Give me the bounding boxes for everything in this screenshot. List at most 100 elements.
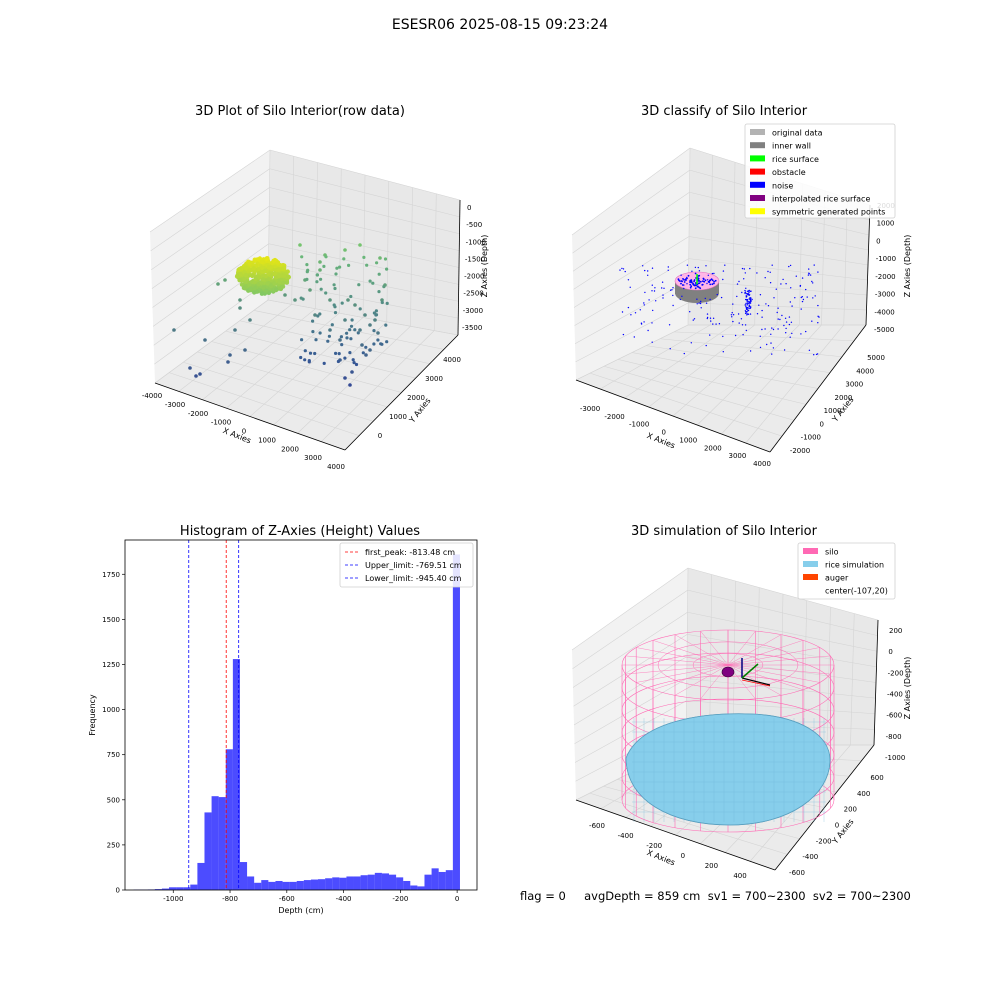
sim-y-tick: -200 [816, 837, 832, 845]
sim-x-tick: -600 [589, 822, 605, 830]
classify-noise-point [698, 280, 700, 282]
sim-center-marker [722, 667, 734, 677]
classify-noise-point [712, 273, 713, 274]
raw-point [385, 268, 388, 271]
raw-point [188, 366, 192, 370]
histogram-y-tick: 250 [107, 841, 120, 849]
classify-noise-point [694, 318, 695, 319]
classify-noise-point [662, 282, 663, 283]
classify-noise-point [711, 278, 713, 280]
histogram-bar [183, 887, 190, 890]
raw-point [337, 360, 340, 363]
raw-point [350, 325, 353, 328]
histogram-bar [169, 887, 176, 890]
classify-legend-swatch [750, 182, 765, 188]
raw-point [371, 282, 374, 285]
classify-noise-point [652, 310, 653, 311]
raw-point [322, 265, 325, 268]
raw-point [194, 374, 198, 378]
raw-point [328, 298, 332, 302]
classify-noise-point [635, 312, 636, 313]
classify-noise-point [808, 268, 809, 269]
classify-noise-point [744, 292, 745, 293]
classify-noise-point [770, 342, 771, 343]
classify-noise-point [724, 265, 725, 266]
histogram-bar [212, 796, 219, 890]
classify-noise-point [748, 310, 749, 311]
sim-legend-label: rice simulation [825, 561, 884, 570]
classify-noise-point [672, 287, 673, 288]
histogram-y-tick: 1750 [102, 571, 120, 579]
raw-point [253, 286, 257, 290]
classify-noise-point [742, 334, 743, 335]
sim-z-tick: -600 [886, 712, 902, 720]
histogram-bar [361, 875, 368, 890]
raw-point [334, 311, 337, 314]
raw-x-tick: 4000 [327, 463, 345, 471]
raw-y-tick: 1000 [389, 413, 407, 421]
classify-noise-point [760, 347, 761, 348]
classify-noise-point [732, 321, 733, 322]
histogram-bar [332, 877, 339, 890]
raw-point [282, 273, 286, 277]
raw-point [324, 291, 327, 294]
classify-noise-point [741, 292, 742, 293]
classify-noise-point [749, 268, 750, 269]
raw-point [372, 329, 375, 332]
classify-noise-point [663, 288, 664, 289]
classify-noise-point [746, 293, 747, 294]
histogram-bar [396, 877, 403, 890]
raw-point [269, 284, 273, 288]
classify-noise-point [767, 271, 768, 272]
sim-legend-swatch [803, 548, 818, 554]
raw-x-tick: -3000 [165, 401, 185, 409]
classify-noise-point [709, 299, 710, 300]
raw-point [378, 256, 382, 260]
histogram-bar [311, 880, 318, 890]
histogram-bar [268, 882, 275, 890]
classify-noise-point [630, 287, 631, 288]
classify-noise-point [748, 308, 749, 309]
raw-point [319, 278, 322, 281]
raw-point [265, 281, 269, 285]
classify-noise-point [693, 319, 694, 320]
raw-point [318, 268, 322, 272]
classify-x-tick: -1000 [629, 421, 649, 429]
sim-x-label: X Axies [646, 848, 677, 867]
classify-noise-point [747, 299, 748, 300]
raw-x-label: X Axies [222, 426, 253, 445]
raw-point [277, 280, 281, 284]
raw-point [362, 351, 365, 354]
classify-z-label: Z Axies (Depth) [903, 235, 912, 298]
histogram-bar [226, 749, 233, 890]
histogram-bar [304, 880, 311, 890]
raw-point [338, 352, 341, 355]
classify-noise-point [807, 296, 808, 297]
classify-noise-point [691, 280, 693, 282]
histogram-y-tick: 1250 [102, 661, 120, 669]
raw-point [379, 342, 382, 345]
sim-y-tick: -600 [789, 869, 805, 877]
classify-noise-point [785, 328, 786, 329]
classify-noise-point [644, 304, 645, 305]
classify-noise-point [809, 350, 810, 351]
classify-noise-point [790, 301, 791, 302]
classify-noise-point [738, 281, 739, 282]
raw-point [350, 370, 354, 374]
classify-noise-point [760, 294, 761, 295]
classify-noise-point [781, 315, 782, 316]
classify-noise-point [684, 353, 685, 354]
raw-point [353, 303, 357, 307]
raw-point [198, 372, 202, 376]
raw-point [349, 295, 352, 298]
classify-noise-point [654, 290, 655, 291]
classify-noise-point [736, 296, 737, 297]
classify-noise-point [697, 284, 698, 285]
sim-z-tick: -1000 [885, 754, 905, 762]
histogram-x-tick: -600 [279, 895, 295, 903]
classify-x-tick: 1000 [679, 436, 697, 444]
classify-noise-point [796, 276, 797, 277]
classify-noise-point [686, 283, 687, 284]
classify-noise-point [686, 277, 687, 278]
classify-noise-point [732, 312, 733, 313]
